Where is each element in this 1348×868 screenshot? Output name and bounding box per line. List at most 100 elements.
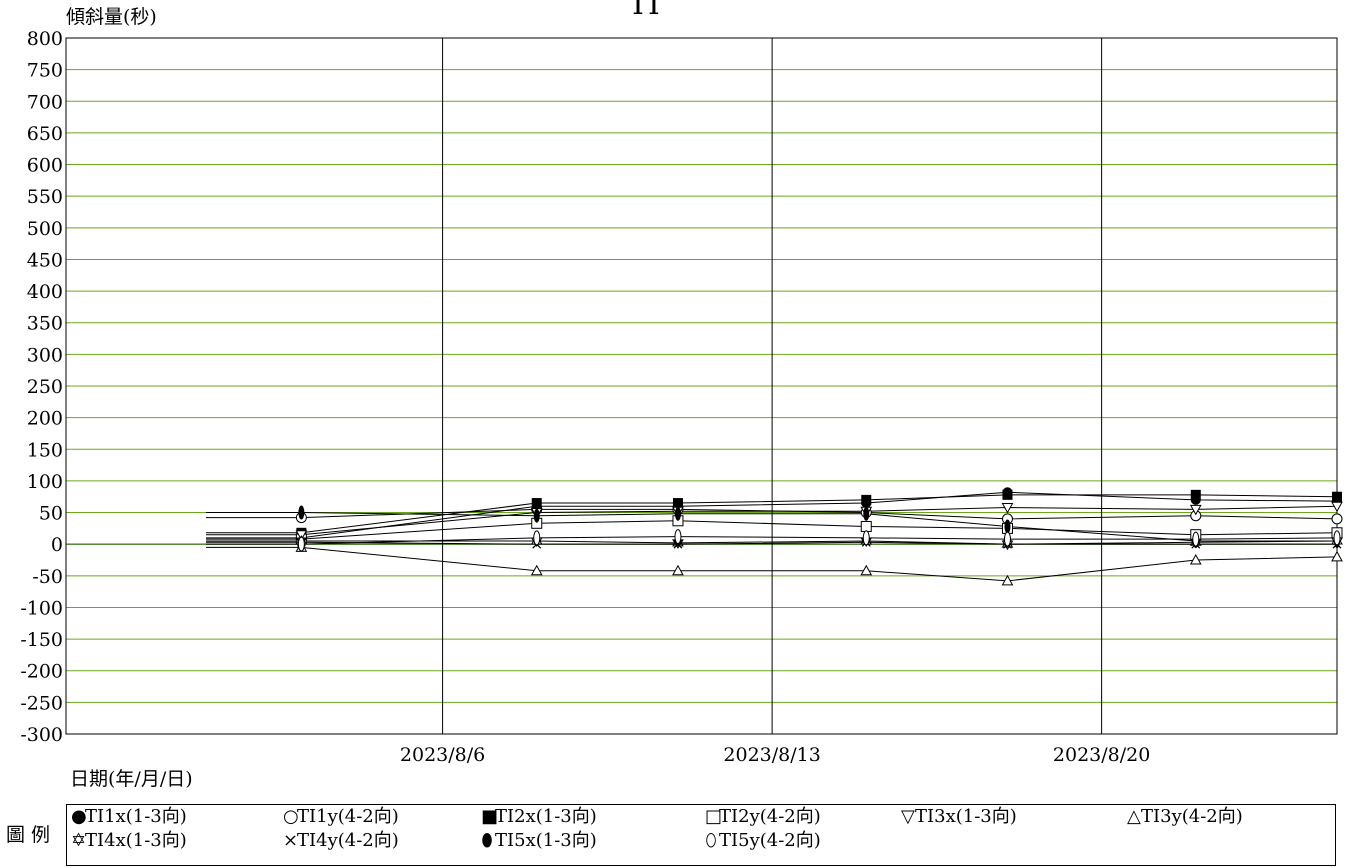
y-tick-label: 500 <box>27 218 63 240</box>
legend-marker-icon: ▽ <box>901 806 915 827</box>
legend-item: □TI2y(4-2向) <box>705 807 821 827</box>
y-tick-label: 50 <box>39 503 63 525</box>
legend-item: ×TI4y(4-2向) <box>283 831 399 851</box>
x-tick-label: 2023/8/20 <box>1053 744 1150 766</box>
legend-label: TI3y(4-2向) <box>1141 806 1243 827</box>
series-point <box>672 498 683 509</box>
series-line <box>206 520 1338 540</box>
series-line <box>206 536 1338 545</box>
x-axis-label: 日期(年/月/日) <box>70 768 193 790</box>
series-line <box>206 491 1338 539</box>
legend-marker-icon: △ <box>1127 806 1141 827</box>
legend-label: TI4y(4-2向) <box>297 830 399 851</box>
legend-label: TI3x(1-3向) <box>915 806 1017 827</box>
series-point <box>1001 502 1014 514</box>
y-tick-label: -50 <box>32 566 63 588</box>
legend-item: △TI3y(4-2向) <box>1127 807 1243 827</box>
y-tick-label: -300 <box>20 724 63 746</box>
series-line <box>206 546 1338 582</box>
y-tick-label: 700 <box>27 91 63 113</box>
legend-marker-icon: □ <box>705 806 723 827</box>
series-line <box>206 512 1337 542</box>
series-point <box>862 530 870 546</box>
y-tick-label: 450 <box>27 249 63 271</box>
legend-label: TI5y(4-2向) <box>719 830 821 851</box>
series-line <box>206 540 1338 545</box>
y-tick-label: 750 <box>27 60 63 82</box>
series-point <box>533 530 541 546</box>
x-tick-label: 2023/8/6 <box>400 744 485 766</box>
series-point <box>1004 519 1011 534</box>
series-point <box>1190 489 1201 500</box>
chart-title: TI <box>628 0 660 22</box>
legend-item: ⬮ TI5x(1-3向) <box>481 830 597 851</box>
legend-marker-icon: ○ <box>283 806 299 827</box>
series-point <box>1003 531 1011 547</box>
series-line <box>206 505 1338 536</box>
legend-item: ▽TI3x(1-3向) <box>901 807 1017 827</box>
series-point <box>860 520 872 532</box>
legend-item: ✡TI4x(1-3向) <box>71 831 187 851</box>
y-tick-label: 300 <box>27 344 63 366</box>
series-point <box>1001 574 1014 586</box>
series-point <box>1192 531 1200 547</box>
legend-item: ■TI2x(1-3向) <box>481 807 597 827</box>
legend-item: ●TI1x(1-3向) <box>71 807 187 827</box>
y-tick-label: 200 <box>27 408 63 430</box>
y-tick-label: 250 <box>27 376 63 398</box>
y-tick-label: 400 <box>27 281 63 303</box>
legend-marker-icon: × <box>283 830 299 851</box>
y-tick-label: 800 <box>27 28 63 50</box>
legend-marker-icon: ⬯ <box>705 830 717 851</box>
series-point <box>861 494 872 505</box>
legend-title: 圖 例 <box>6 824 51 846</box>
series-point <box>860 564 873 576</box>
series-point <box>297 536 305 552</box>
legend-marker-icon: ■ <box>481 806 499 827</box>
y-tick-label: -200 <box>20 661 63 683</box>
y-axis-label: 傾斜量(秒) <box>66 6 157 28</box>
y-tick-label: 100 <box>27 471 63 493</box>
legend-marker-icon: ✡ <box>71 830 87 851</box>
legend-marker-icon: ● <box>71 806 87 827</box>
legend-label: TI5x(1-3向) <box>495 830 597 851</box>
series-point <box>863 506 870 521</box>
y-tick-label: -250 <box>20 692 63 714</box>
series-point <box>531 498 542 509</box>
series-point <box>1331 550 1343 562</box>
plot-frame <box>65 37 1338 735</box>
legend-item: ⬯ TI5y(4-2向) <box>705 830 821 851</box>
y-tick-label: -150 <box>20 629 63 651</box>
legend-label: TI1x(1-3向) <box>85 806 187 827</box>
series-point <box>298 505 305 520</box>
legend-marker-icon: ⬮ <box>481 830 493 851</box>
y-tick-label: 550 <box>27 186 63 208</box>
legend-label: TI2y(4-2向) <box>719 806 821 827</box>
series-line <box>206 494 1338 534</box>
y-tick-label: 150 <box>27 439 63 461</box>
series-point <box>1332 491 1342 502</box>
y-tick-label: 600 <box>27 155 63 177</box>
x-tick-label: 2023/8/13 <box>723 744 820 766</box>
legend-label: TI1y(4-2向) <box>297 806 399 827</box>
legend-label: TI4x(1-3向) <box>85 830 187 851</box>
series-point <box>672 564 684 576</box>
series-point <box>530 564 543 576</box>
legend-label: TI2x(1-3向) <box>495 806 597 827</box>
legend: ●TI1x(1-3向) ○TI1y(4-2向) ■TI2x(1-3向) □TI2y(4… <box>66 804 1336 866</box>
legend-item: ○TI1y(4-2向) <box>283 807 399 827</box>
series-point <box>1189 553 1202 565</box>
series-point <box>1002 489 1013 500</box>
series-point <box>1189 504 1202 516</box>
y-tick-label: 0 <box>51 534 63 556</box>
series-point <box>674 506 681 521</box>
y-tick-label: -100 <box>20 597 63 619</box>
series-point <box>1331 501 1343 513</box>
series-point <box>674 529 682 545</box>
series-point <box>533 508 540 523</box>
y-tick-label: 650 <box>27 123 63 145</box>
series-point <box>1333 530 1341 546</box>
y-tick-label: 350 <box>27 313 63 335</box>
series-line <box>206 541 1337 545</box>
